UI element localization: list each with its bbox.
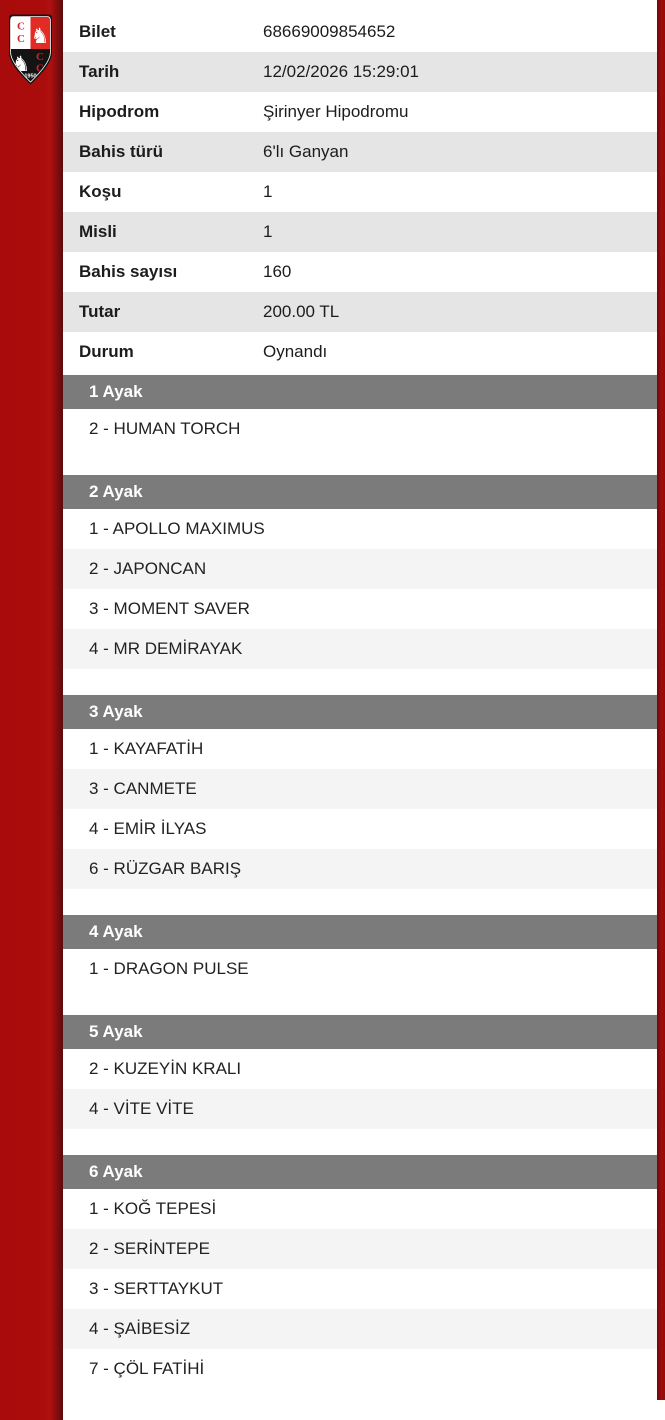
leg-section-3: 3 Ayak 1 - KAYAFATİH 3 - CANMETE 4 - EMİ… xyxy=(63,695,657,889)
row-value: Oynandı xyxy=(263,342,328,361)
row-value: Şirinyer Hipodromu xyxy=(263,102,409,121)
horse-head-icon: ♞ xyxy=(31,25,50,48)
table-row: Durum Oynandı xyxy=(63,332,657,372)
leg-title: 4 Ayak xyxy=(89,922,143,941)
selection-row: 1 - KAYAFATİH xyxy=(63,729,657,769)
founding-year: 1950 xyxy=(24,74,36,80)
row-label: Bahis türü xyxy=(79,142,164,161)
row-value: 1 xyxy=(263,222,273,241)
selection-row: 3 - CANMETE xyxy=(63,769,657,809)
table-row: Misli 1 xyxy=(63,212,657,252)
leg-header: 4 Ayak xyxy=(63,915,657,949)
selection-row: 2 - JAPONCAN xyxy=(63,549,657,589)
table-row: Bilet 68669009854652 xyxy=(63,12,657,52)
ticket-content: Bilet 68669009854652 Tarih 12/02/2026 15… xyxy=(63,0,657,1420)
selection-row: 4 - VİTE VİTE xyxy=(63,1089,657,1129)
selection-row: 4 - MR DEMİRAYAK xyxy=(63,629,657,669)
selection-row: 4 - EMİR İLYAS xyxy=(63,809,657,849)
row-label: Bahis sayısı xyxy=(79,262,178,281)
right-red-band xyxy=(657,0,665,1400)
leg-section-1: 1 Ayak 2 - HUMAN TORCH xyxy=(63,375,657,449)
table-row: Bahis türü 6'lı Ganyan xyxy=(63,132,657,172)
table-row: Koşu 1 xyxy=(63,172,657,212)
leg-header: 6 Ayak xyxy=(63,1155,657,1189)
selection-row: 1 - KOĞ TEPESİ xyxy=(63,1189,657,1229)
row-value: 200.00 TL xyxy=(263,302,340,321)
row-label: Hipodrom xyxy=(79,102,160,121)
row-value: 6'lı Ganyan xyxy=(263,142,349,161)
selection-row: 2 - KUZEYİN KRALI xyxy=(63,1049,657,1089)
row-label: Tarih xyxy=(79,62,120,81)
leg-title: 3 Ayak xyxy=(89,702,143,721)
leg-section-4: 4 Ayak 1 - DRAGON PULSE xyxy=(63,915,657,989)
selection-row: 7 - ÇÖL FATİHİ xyxy=(63,1349,657,1389)
monogram-letter: C xyxy=(17,33,25,45)
table-row: Bahis sayısı 160 xyxy=(63,252,657,292)
selection-row: 3 - SERTTAYKUT xyxy=(63,1269,657,1309)
leg-header: 2 Ayak xyxy=(63,475,657,509)
row-label: Bilet xyxy=(79,22,116,41)
row-label: Tutar xyxy=(79,302,121,321)
ticket-info-table: Bilet 68669009854652 Tarih 12/02/2026 15… xyxy=(63,12,657,372)
leg-title: 5 Ayak xyxy=(89,1022,143,1041)
selection-row: 3 - MOMENT SAVER xyxy=(63,589,657,629)
row-value: 12/02/2026 15:29:01 xyxy=(263,62,419,81)
selection-row: 2 - HUMAN TORCH xyxy=(63,409,657,449)
row-label: Misli xyxy=(79,222,117,241)
row-value: 68669009854652 xyxy=(263,22,396,41)
leg-title: 6 Ayak xyxy=(89,1162,143,1181)
leg-section-5: 5 Ayak 2 - KUZEYİN KRALI 4 - VİTE VİTE xyxy=(63,1015,657,1129)
monogram-letter: C xyxy=(36,51,44,63)
left-red-band xyxy=(0,0,63,1420)
row-label: Durum xyxy=(79,342,134,361)
monogram-letter: C xyxy=(36,63,44,75)
selection-row: 6 - RÜZGAR BARIŞ xyxy=(63,849,657,889)
leg-title: 2 Ayak xyxy=(89,482,143,501)
leg-title: 1 Ayak xyxy=(89,382,143,401)
leg-header: 3 Ayak xyxy=(63,695,657,729)
leg-header: 1 Ayak xyxy=(63,375,657,409)
table-row: Tarih 12/02/2026 15:29:01 xyxy=(63,52,657,92)
table-row: Hipodrom Şirinyer Hipodromu xyxy=(63,92,657,132)
monogram-letter: C xyxy=(17,21,25,33)
selection-row: 2 - SERİNTEPE xyxy=(63,1229,657,1269)
row-label: Koşu xyxy=(79,182,122,201)
quadrant-top-right xyxy=(30,17,50,49)
table-row: Tutar 200.00 TL xyxy=(63,292,657,332)
quadrant-top-left xyxy=(11,17,31,49)
row-value: 160 xyxy=(263,262,292,281)
row-value: 1 xyxy=(263,182,273,201)
leg-section-6: 6 Ayak 1 - KOĞ TEPESİ 2 - SERİNTEPE 3 - … xyxy=(63,1155,657,1389)
leg-header: 5 Ayak xyxy=(63,1015,657,1049)
jockey-club-logo: C C ♞ ♞ C C 1950 xyxy=(9,14,52,85)
selection-row: 1 - DRAGON PULSE xyxy=(63,949,657,989)
selection-row: 1 - APOLLO MAXIMUS xyxy=(63,509,657,549)
leg-section-2: 2 Ayak 1 - APOLLO MAXIMUS 2 - JAPONCAN 3… xyxy=(63,475,657,669)
selection-row: 4 - ŞAİBESİZ xyxy=(63,1309,657,1349)
